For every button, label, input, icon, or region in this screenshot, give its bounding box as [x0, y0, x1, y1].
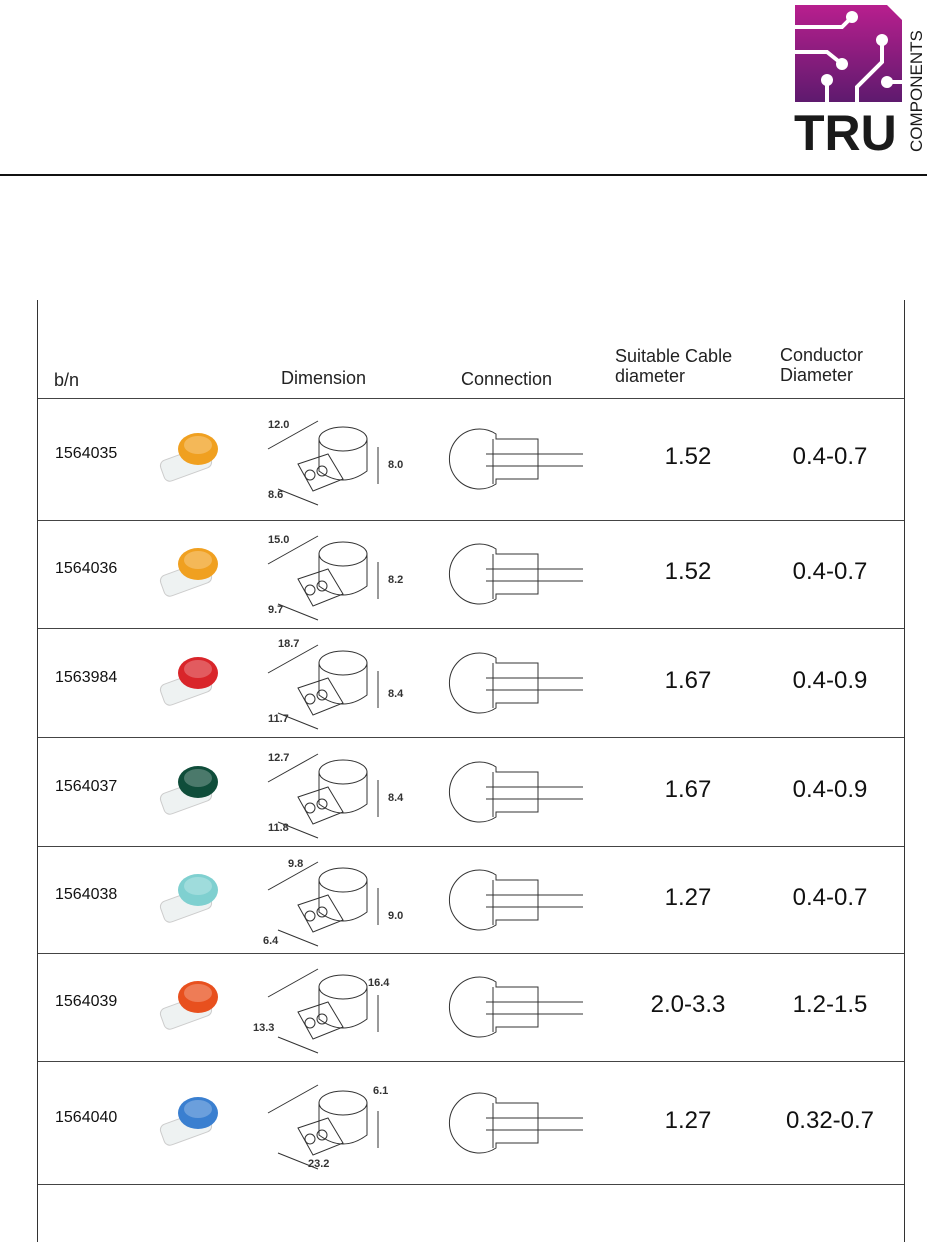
connection-diagram: [448, 976, 583, 1038]
connector-photo: [159, 873, 218, 923]
table-row: 1564039 16.4 13.3 2.0-3.3 1.2-1.5: [38, 953, 904, 1061]
product-table: b/n Dimension Connection Suitable Cable …: [37, 300, 905, 1242]
dimension-sketch: [267, 420, 379, 506]
row-divider: [38, 953, 904, 954]
part-number: 1564038: [55, 885, 118, 903]
connection-diagram: [448, 761, 583, 822]
dimension-sketch: [267, 1084, 379, 1169]
cable-diameter: 1.67: [664, 666, 712, 694]
dimension-sketch: [267, 861, 379, 946]
part-number: 1564040: [55, 1108, 118, 1126]
connection-diagram: [448, 652, 583, 713]
dimension-label: 16.4: [368, 977, 390, 989]
dimension-drawing: 12.0 8.0 8.6: [248, 409, 418, 509]
svg-text:TRU: TRU: [794, 105, 897, 154]
dimension-label: 8.4: [388, 687, 404, 700]
table-row: 1564035 12.0 8.0 8.6 1.52 0.4-0.7: [38, 398, 904, 520]
table-row: 1564036 15.0 8.2 9.7 1.52 0.4-0.7: [38, 520, 904, 628]
header-connection: Connection: [461, 369, 553, 389]
table-row: 1564038 9.8 9.0 6.4 1.27 0.4-0.7: [38, 846, 904, 953]
connector-photo: [159, 765, 218, 815]
dimension-sketch: [267, 535, 379, 621]
header-rule: [0, 174, 927, 176]
part-number: 1564037: [55, 777, 118, 795]
cable-diameter: 1.52: [664, 558, 712, 585]
row-divider: [38, 520, 904, 521]
dimension-label: 6.1: [373, 1084, 389, 1097]
dimension-label: 18.7: [278, 637, 300, 650]
dimension-label: 6.4: [263, 934, 279, 947]
part-number: 1564036: [55, 560, 118, 577]
table-row: 1563984 18.7 8.4 11.7 1.67 0.4-0.9: [38, 628, 904, 737]
connection-diagram: [448, 428, 583, 490]
row-divider: [38, 398, 904, 399]
row-divider: [38, 628, 904, 629]
dimension-drawing: 16.4 13.3: [248, 957, 418, 1057]
dimension-drawing: 15.0 8.2 9.7: [248, 524, 418, 624]
conductor-diameter: 1.2-1.5: [792, 991, 868, 1018]
connection-diagram: [448, 869, 583, 930]
header-conductor-1: Conductor: [780, 345, 864, 365]
connector-photo: [159, 656, 218, 706]
conductor-diameter: 0.4-0.7: [792, 883, 868, 911]
row-divider: [38, 846, 904, 847]
dimension-drawing: 6.1 23.2: [248, 1073, 418, 1173]
cable-diameter: 2.0-3.3: [650, 991, 726, 1018]
dimension-drawing: 12.7 8.4 11.8: [248, 742, 418, 842]
dimension-label: 12.7: [268, 751, 290, 764]
dimension-sketch: [267, 644, 379, 729]
header-dimension: Dimension: [281, 368, 367, 388]
dimension-label: 11.8: [268, 821, 289, 834]
dimension-label: 8.4: [388, 791, 404, 804]
dimension-label: 13.3: [253, 1022, 275, 1034]
row-divider: [38, 737, 904, 738]
header-cable-2: diameter: [615, 366, 686, 386]
dimension-label: 8.2: [388, 574, 404, 586]
header-cable-1: Suitable Cable: [615, 346, 733, 366]
conductor-diameter: 0.32-0.7: [785, 1106, 875, 1134]
dimension-sketch: [267, 968, 379, 1054]
dimension-label: 9.0: [388, 909, 404, 922]
part-number: 1563984: [55, 668, 118, 686]
table-row: 1564040 6.1 23.2 1.27 0.32-0.7: [38, 1061, 904, 1184]
dimension-label: 11.7: [268, 712, 289, 725]
connector-photo: [159, 548, 218, 597]
tru-components-logo: TRU COMPONENTS: [794, 5, 926, 154]
table-row: 1564037 12.7 8.4 11.8 1.67 0.4-0.9: [38, 737, 904, 846]
connector-photo: [159, 981, 218, 1030]
dimension-label: 23.2: [308, 1157, 330, 1170]
part-number: 1564039: [55, 993, 118, 1010]
cable-diameter: 1.27: [664, 883, 712, 911]
cable-diameter: 1.52: [664, 443, 712, 470]
connector-photo: [159, 1096, 218, 1146]
conductor-diameter: 0.4-0.7: [792, 443, 868, 470]
row-divider: [38, 1061, 904, 1062]
header-conductor-2: Diameter: [780, 365, 854, 385]
dimension-drawing: 9.8 9.0 6.4: [248, 850, 418, 950]
svg-text:COMPONENTS: COMPONENTS: [907, 30, 926, 152]
conductor-diameter: 0.4-0.9: [792, 775, 868, 803]
dimension-label: 9.7: [268, 604, 284, 616]
connector-photo: [159, 433, 218, 482]
conductor-diameter: 0.4-0.7: [792, 558, 868, 585]
cable-diameter: 1.67: [664, 775, 712, 803]
dimension-label: 15.0: [268, 534, 290, 546]
dimension-drawing: 18.7 8.4 11.7: [248, 633, 418, 733]
connection-diagram: [448, 543, 583, 605]
part-number: 1564035: [55, 445, 118, 462]
connection-diagram: [448, 1092, 583, 1153]
conductor-diameter: 0.4-0.9: [792, 666, 868, 694]
dimension-label: 9.8: [288, 857, 304, 870]
dimension-label: 12.0: [268, 419, 290, 431]
dimension-label: 8.6: [268, 489, 284, 501]
cable-diameter: 1.27: [664, 1106, 712, 1134]
dimension-sketch: [267, 753, 379, 838]
dimension-label: 8.0: [388, 459, 404, 471]
header-bn: b/n: [54, 370, 80, 390]
row-divider: [38, 1184, 904, 1185]
